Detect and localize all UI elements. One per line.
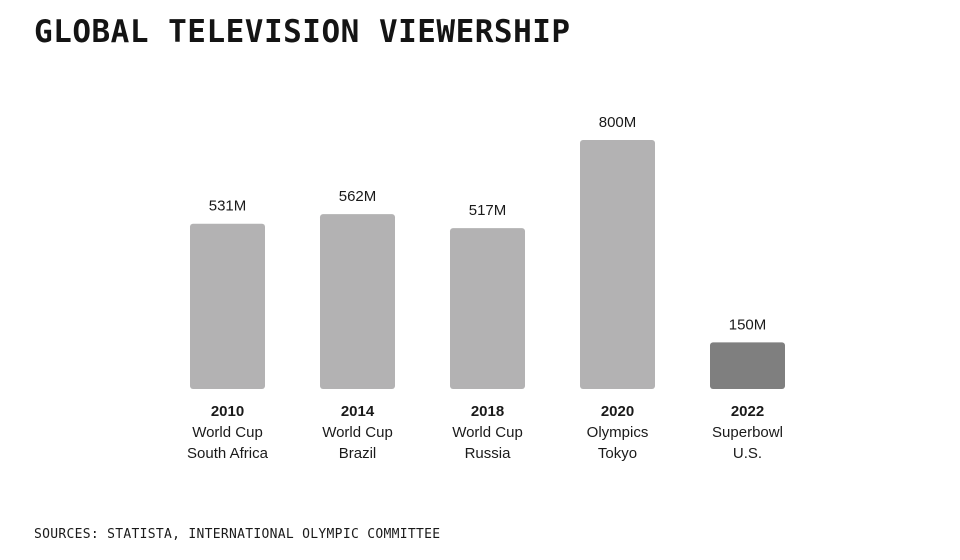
data-label-2014: 562M [339,188,377,205]
data-label-2010: 531M [209,198,247,215]
bar-chart: 531M 2010 World Cup South Africa 562M 2014 Wor… [187,114,785,462]
tick-label-place-2022: U.S. [733,445,762,462]
tick-label-year-2020: 2020 [601,403,634,420]
bar-2018 [450,228,525,389]
bar-2022 [710,342,785,389]
tick-label-place-2010: South Africa [187,445,269,462]
tick-label-year-2014: 2014 [341,403,375,420]
tick-label-year-2022: 2022 [731,403,764,420]
data-label-2020: 800M [599,114,637,131]
tick-label-place-2018: Russia [465,445,512,462]
tick-label-place-2014: Brazil [339,445,377,462]
tick-label-year-2018: 2018 [471,403,504,420]
data-label-2018: 517M [469,202,507,219]
bar-2010 [190,223,265,389]
tick-label-event-2020: Olympics [587,424,649,441]
tick-label-event-2010: World Cup [192,424,263,441]
bar-2014 [320,214,395,389]
bar-2020 [580,140,655,389]
chart-title: GLOBAL TELEVISION VIEWERSHIP [34,14,571,50]
tick-label-place-2020: Tokyo [598,445,637,462]
tick-label-year-2010: 2010 [211,403,244,420]
data-label-2022: 150M [729,316,767,333]
tick-label-event-2014: World Cup [322,424,393,441]
tick-label-event-2022: Superbowl [712,424,783,441]
source-note: SOURCES: STATISTA, INTERNATIONAL OLYMPIC… [34,527,441,542]
tick-label-event-2018: World Cup [452,424,523,441]
